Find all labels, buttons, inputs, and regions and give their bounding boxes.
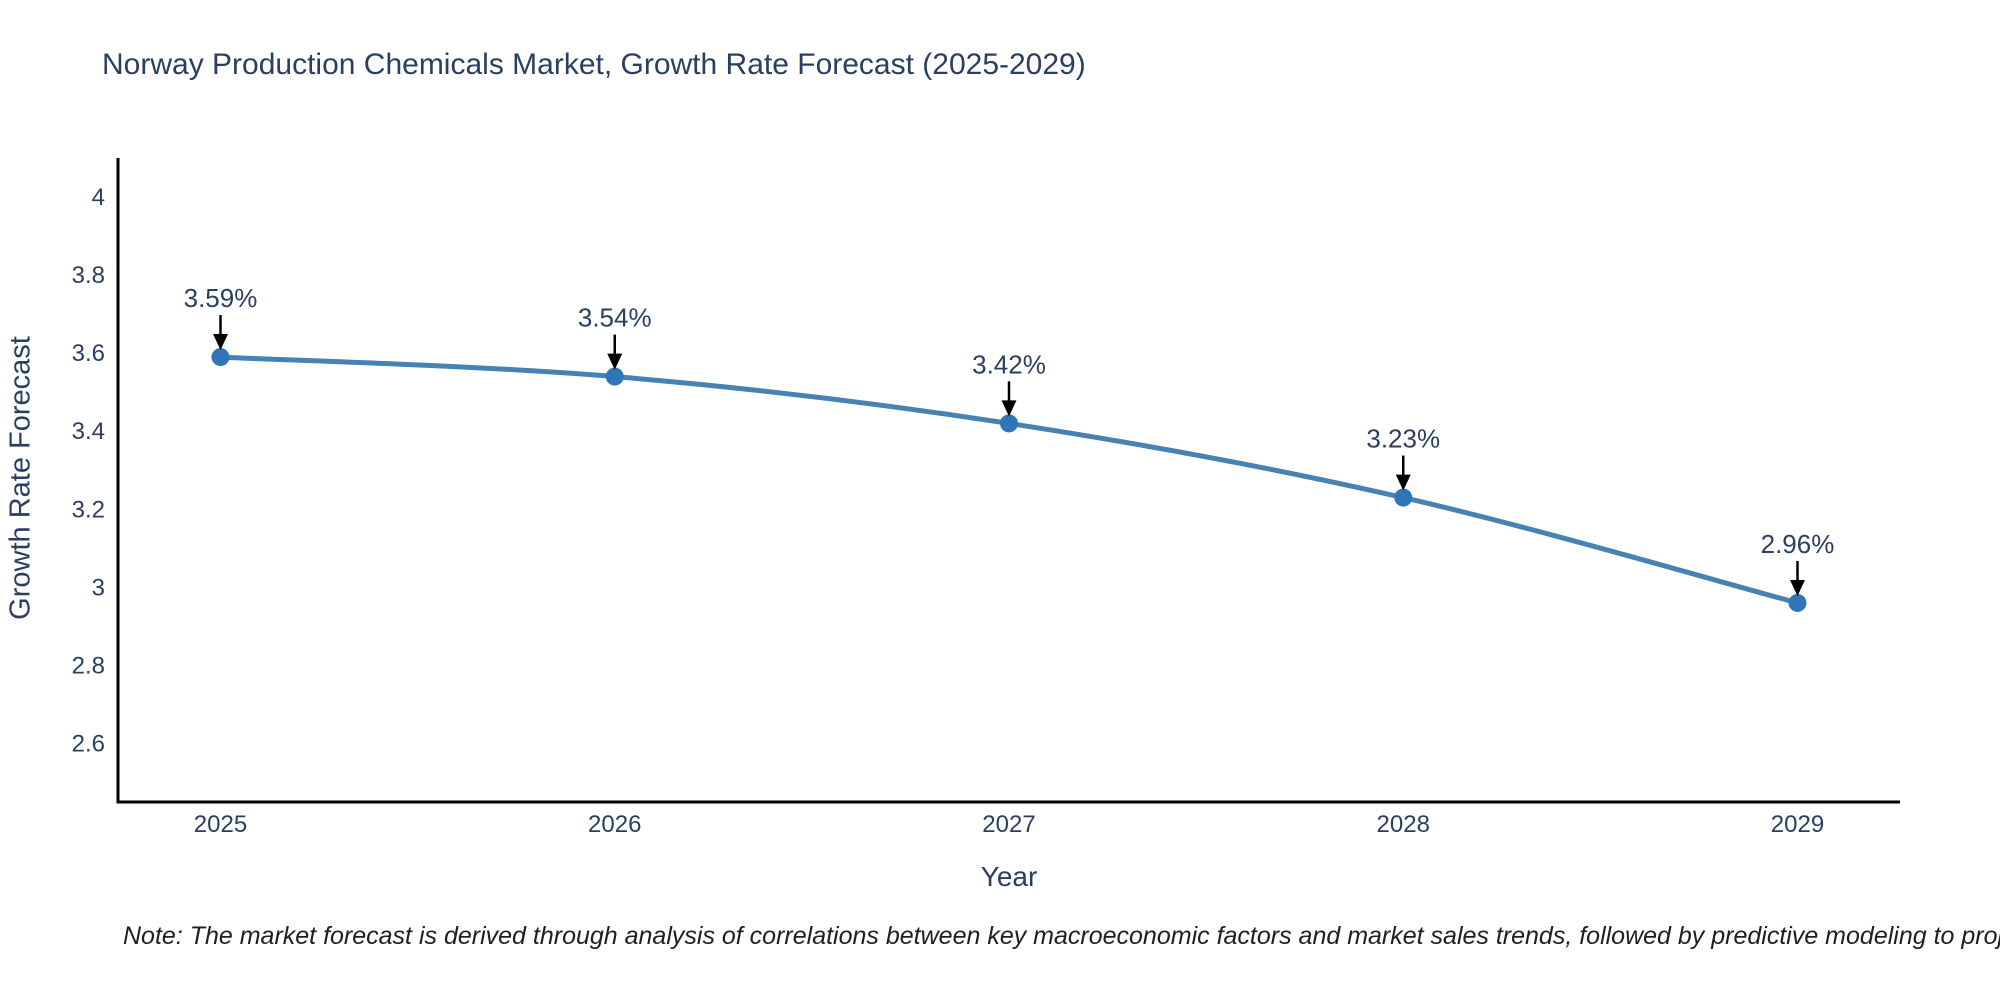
x-tick-label: 2026 xyxy=(588,811,641,838)
chart-title: Norway Production Chemicals Market, Grow… xyxy=(102,48,1086,81)
data-point-label: 3.59% xyxy=(184,283,258,313)
annotation-arrowhead-icon xyxy=(1395,474,1411,491)
data-point-marker xyxy=(1788,593,1807,612)
data-point-label: 3.23% xyxy=(1366,424,1440,454)
data-point-marker xyxy=(1000,414,1018,433)
y-tick-label: 2.6 xyxy=(72,730,105,757)
annotation-arrowhead-icon xyxy=(213,334,229,351)
data-point-marker xyxy=(605,367,624,386)
data-point-label: 3.42% xyxy=(972,349,1046,379)
y-tick-label: 4 xyxy=(92,184,105,211)
x-tick-label: 2027 xyxy=(982,811,1035,838)
x-axis-title: Year xyxy=(980,861,1038,892)
x-tick-label: 2029 xyxy=(1771,811,1824,838)
data-point-marker xyxy=(211,348,230,367)
y-tick-label: 3.4 xyxy=(72,418,105,445)
data-point-marker xyxy=(1394,488,1413,507)
annotation-arrowhead-icon xyxy=(1789,579,1805,596)
data-point-label: 2.96% xyxy=(1761,529,1835,559)
y-tick-label: 3 xyxy=(92,574,105,601)
footnote: Note: The market forecast is derived thr… xyxy=(123,922,2000,950)
annotation-arrowhead-icon xyxy=(607,353,623,370)
y-tick-label: 3.2 xyxy=(72,496,105,523)
data-point-label: 3.54% xyxy=(578,303,652,333)
y-tick-label: 3.6 xyxy=(72,340,105,367)
x-tick-label: 2028 xyxy=(1377,811,1430,838)
annotation-arrowhead-icon xyxy=(1001,400,1017,417)
y-tick-label: 3.8 xyxy=(72,262,105,289)
y-tick-label: 2.8 xyxy=(72,652,105,679)
x-tick-label: 2025 xyxy=(194,811,247,838)
